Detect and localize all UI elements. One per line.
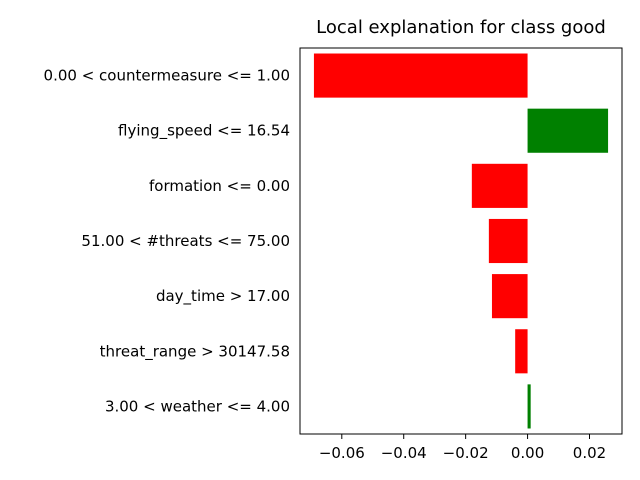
- bar: [527, 384, 531, 429]
- x-tick-label: −0.06: [319, 444, 365, 462]
- bar: [488, 218, 528, 264]
- x-tick-label: −0.04: [381, 444, 427, 462]
- category-label: formation <= 0.00: [149, 177, 290, 195]
- x-tick-label: 0.02: [573, 444, 606, 462]
- category-label: 3.00 < weather <= 4.00: [105, 397, 290, 415]
- category-label: flying_speed <= 16.54: [118, 122, 290, 141]
- bar: [515, 329, 528, 374]
- x-tick-label: −0.02: [443, 444, 489, 462]
- plot-frame: [299, 47, 623, 435]
- category-label: day_time > 17.00: [156, 287, 290, 306]
- bar: [491, 274, 528, 319]
- category-labels-group: 0.00 < countermeasure <= 1.00 flying_spee…: [44, 67, 290, 416]
- chart-title: Local explanation for class good: [316, 17, 606, 38]
- category-label: 0.00 < countermeasure <= 1.00: [44, 67, 290, 85]
- x-tick-label: 0.00: [511, 444, 544, 462]
- bars-group: [313, 53, 609, 429]
- bar: [471, 163, 528, 208]
- bar: [313, 53, 528, 98]
- category-label: 51.00 < #threats <= 75.00: [81, 232, 290, 250]
- x-ticks-group: −0.06 −0.04 −0.02 0.00 0.02: [319, 434, 606, 462]
- category-label: threat_range > 30147.58: [100, 342, 290, 361]
- bar: [527, 108, 609, 153]
